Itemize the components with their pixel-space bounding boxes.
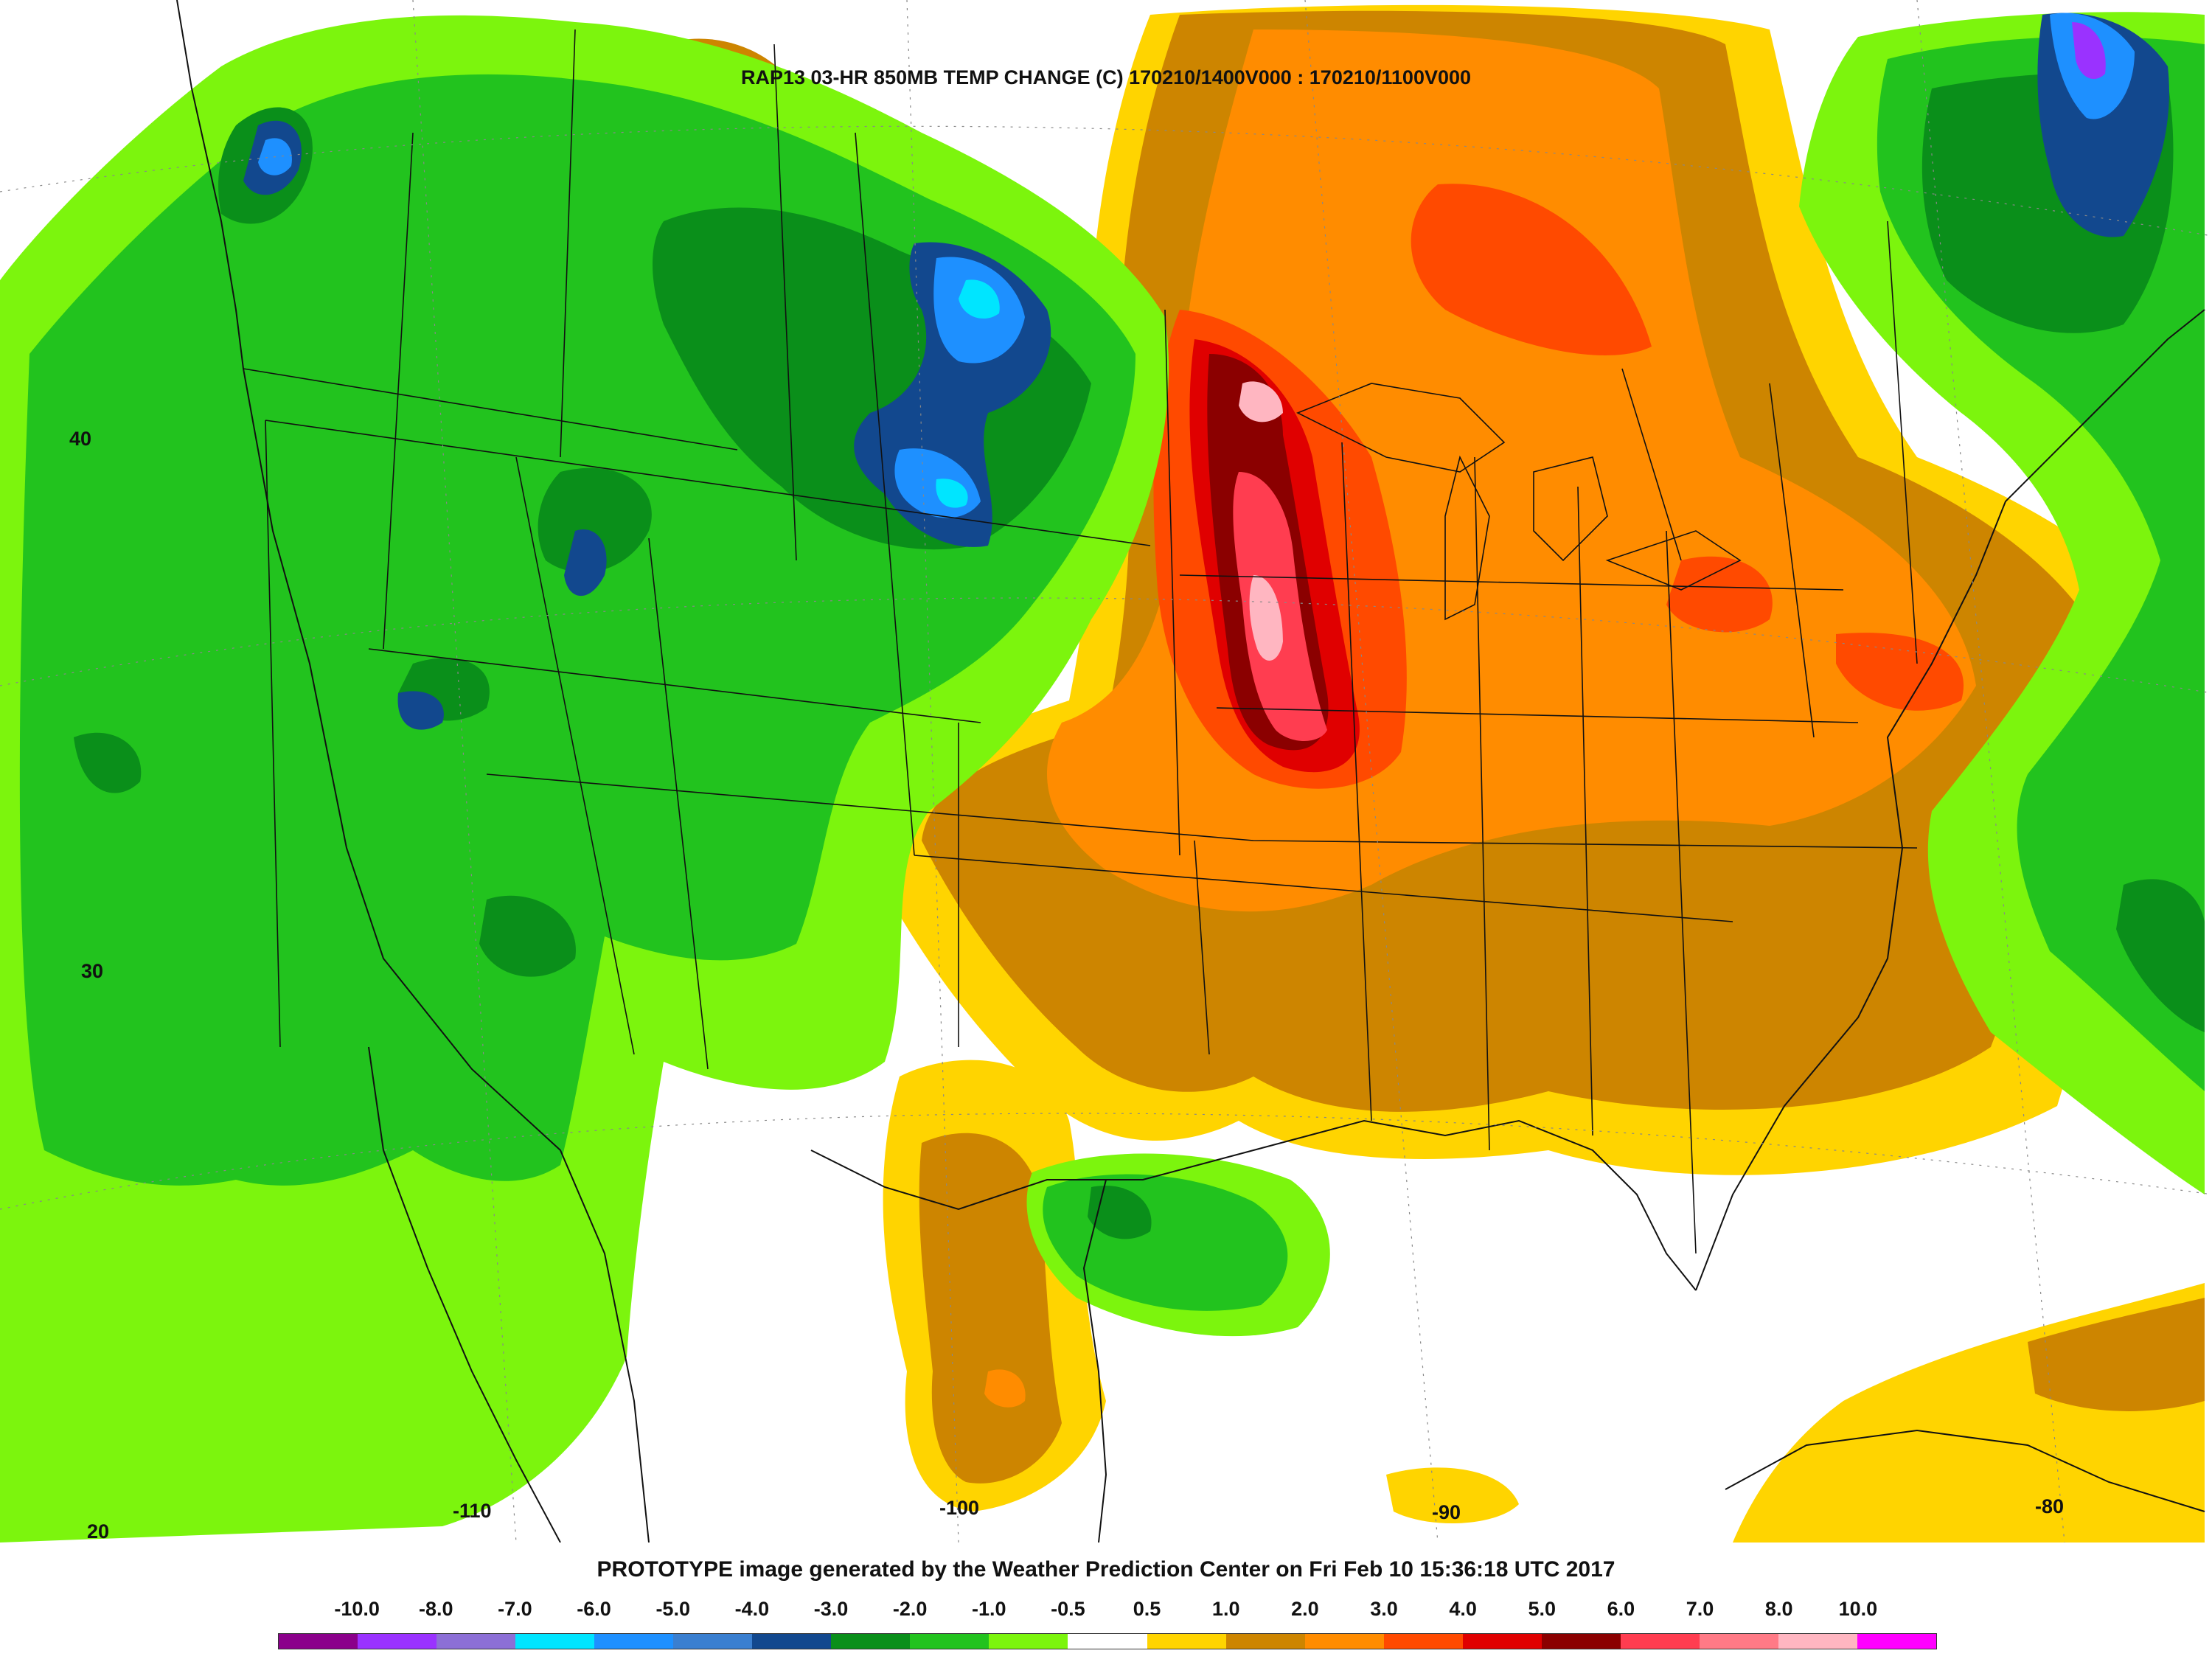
legend-swatch: [1068, 1634, 1147, 1649]
legend-label: 4.0: [1449, 1598, 1477, 1620]
legend-swatch: [1620, 1634, 1700, 1649]
cool-gulf-level-3: [1088, 1186, 1152, 1239]
lat-label-30: 30: [81, 960, 104, 982]
coastline-mexico-gulf: [1082, 1179, 1107, 1543]
lon-label-100: -100: [939, 1497, 980, 1519]
legend-label: -0.5: [1051, 1598, 1085, 1620]
legend-label: -2.0: [892, 1598, 928, 1620]
legend-swatch: [1462, 1634, 1542, 1649]
legend-label: 10.0: [1838, 1598, 1878, 1620]
legend-swatch: [437, 1634, 516, 1649]
warm-south-west-level-2: [919, 1133, 1062, 1484]
warm-gulf-patch: [1386, 1467, 1519, 1524]
warm-main-level-4: [1411, 184, 1652, 355]
lat-label-20: 20: [87, 1520, 110, 1543]
map-title: RAP13 03-HR 850MB TEMP CHANGE (C) 170210…: [740, 66, 1472, 88]
temperature-change-map: [0, 0, 2212, 1543]
lon-label-110: -110: [453, 1500, 492, 1522]
lat-label-40: 40: [69, 428, 92, 450]
legend-swatch: [831, 1634, 911, 1649]
legend-labels: -10.0 -8.0 -7.0 -6.0 -5.0 -4.0 -3.0 -2.0 -1.0 -0.…: [278, 1598, 1937, 1623]
lon-label-90: -90: [1432, 1501, 1461, 1523]
legend-label: 2.0: [1291, 1598, 1319, 1620]
legend-swatch: [1541, 1634, 1621, 1649]
legend-swatch: [1225, 1634, 1305, 1649]
legend-label: 3.0: [1370, 1598, 1398, 1620]
cool-northeast-level-3: [1921, 73, 2205, 1033]
legend-label: -8.0: [419, 1598, 453, 1620]
coastline-cuba: [1725, 1429, 2205, 1512]
warm-east-level-4: [1666, 556, 1964, 711]
legend-label: 1.0: [1211, 1598, 1240, 1620]
legend-swatch: [673, 1634, 753, 1649]
coastline-west: [176, 0, 650, 1543]
cool-northeast-purple: [2072, 22, 2106, 80]
legend-swatch: [910, 1634, 990, 1649]
legend-label: 7.0: [1686, 1598, 1714, 1620]
graticule: [0, 0, 2212, 1543]
coastline-gulf: [810, 1119, 1697, 1291]
legend-swatch: [989, 1634, 1068, 1649]
legend-label: 5.0: [1528, 1598, 1557, 1620]
cool-west-level-4: [243, 120, 1051, 730]
legend-label: -5.0: [655, 1598, 690, 1620]
legend-label: 6.0: [1607, 1598, 1635, 1620]
credit-line: PROTOTYPE image generated by the Weather…: [597, 1557, 1615, 1582]
legend-label: 0.5: [1133, 1598, 1161, 1620]
legend-swatch: [1857, 1634, 1936, 1649]
warm-south-west-level-3: [984, 1369, 1026, 1408]
legend-label: -4.0: [734, 1598, 770, 1620]
warm-plume-level-8: [1239, 381, 1283, 661]
legend-swatch: [515, 1634, 595, 1649]
state-lines: [243, 29, 1918, 1254]
map-panel: RAP13 03-HR 850MB TEMP CHANGE (C) 170210…: [0, 0, 2212, 1543]
lon-label-80: -80: [2035, 1495, 2065, 1517]
legend-label: 8.0: [1764, 1598, 1793, 1620]
legend-swatch: [1304, 1634, 1384, 1649]
legend-label: -7.0: [498, 1598, 532, 1620]
coastline-east: [1695, 309, 2205, 1291]
legend-label: -3.0: [813, 1598, 849, 1620]
coastline-baja: [368, 1046, 561, 1543]
legend-label: -6.0: [577, 1598, 611, 1620]
legend-swatch: [1778, 1634, 1857, 1649]
legend-label: -1.0: [972, 1598, 1006, 1620]
legend-label: -10.0: [334, 1598, 380, 1620]
map-lines: [0, 0, 2212, 1543]
legend-swatch: [1147, 1634, 1226, 1649]
legend-color-bar: [278, 1633, 1937, 1649]
warm-plume-level-7: [1233, 472, 1327, 741]
legend-swatch: [279, 1634, 358, 1649]
warm-field: [220, 4, 2205, 1543]
legend-swatch: [752, 1634, 832, 1649]
warm-southeast-level-2: [2028, 1298, 2205, 1411]
legend-swatch: [594, 1634, 674, 1649]
legend-swatch: [1699, 1634, 1778, 1649]
cool-west-level-6: [936, 279, 1000, 508]
legend-swatch: [1383, 1634, 1463, 1649]
legend-swatch: [358, 1634, 437, 1649]
great-lakes: [1296, 383, 1742, 621]
